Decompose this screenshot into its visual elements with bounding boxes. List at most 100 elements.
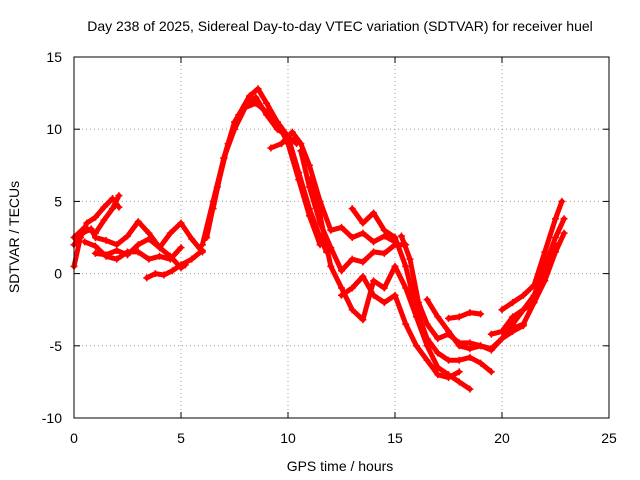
y-axis-title: SDTVAR / TECUs (6, 181, 22, 293)
data-point (91, 249, 99, 257)
data-point (348, 284, 356, 292)
data-point (338, 284, 345, 292)
data-point (391, 291, 399, 299)
data-point (445, 327, 452, 335)
data-point (509, 298, 517, 306)
data-point (297, 147, 305, 155)
data-point (560, 229, 568, 237)
data-point (100, 216, 108, 224)
data-point (267, 144, 275, 152)
data-point (91, 242, 99, 250)
data-point (519, 306, 527, 314)
data-point (359, 316, 367, 324)
y-tick-label: 5 (54, 193, 62, 209)
data-point (455, 378, 463, 386)
data-point (115, 203, 123, 211)
data-point (134, 218, 142, 226)
data-point (434, 349, 442, 357)
data-point (519, 320, 527, 328)
data-point (241, 101, 249, 109)
data-point (380, 298, 388, 306)
series-track-9 (210, 94, 300, 212)
data-point (415, 298, 423, 306)
data-point (530, 298, 538, 306)
data-point (359, 272, 367, 280)
data-point (177, 244, 185, 252)
data-point (156, 244, 164, 252)
data-point (273, 125, 281, 133)
y-tick-label: -5 (50, 338, 63, 354)
data-point (498, 327, 506, 335)
data-point (134, 241, 142, 249)
data-point (284, 140, 292, 148)
data-point (477, 359, 485, 367)
data-point (558, 197, 566, 205)
data-point (145, 235, 153, 243)
data-point (370, 209, 378, 217)
data-point (370, 238, 378, 246)
data-point (102, 251, 110, 259)
data-point (487, 346, 495, 354)
data-point (380, 249, 388, 257)
data-point (509, 313, 517, 321)
x-tick-label: 0 (70, 430, 78, 446)
data-point (316, 241, 324, 249)
series-track-12 (306, 177, 473, 392)
data-point (231, 118, 238, 126)
chart-title: Day 238 of 2025, Sidereal Day-to-day VTE… (87, 18, 593, 34)
data-point (560, 215, 568, 223)
data-point (359, 219, 367, 227)
x-axis-title: GPS time / hours (287, 458, 394, 474)
data-point (87, 225, 95, 233)
data-point (209, 205, 217, 213)
data-point (327, 262, 335, 270)
data-point (124, 232, 131, 240)
y-tick-label: 0 (54, 266, 62, 282)
data-point (91, 234, 99, 241)
data-point (134, 248, 142, 256)
plot-frame (73, 56, 610, 419)
data-point (188, 235, 196, 243)
data-point (124, 251, 131, 259)
data-point (477, 310, 485, 318)
data-point (370, 277, 378, 285)
data-point (254, 85, 262, 93)
data-point (263, 99, 271, 107)
data-point (509, 324, 517, 332)
data-point (102, 236, 110, 244)
y-tick-label: 10 (46, 121, 62, 137)
data-point (445, 314, 452, 322)
data-point (348, 306, 356, 314)
data-point (402, 320, 410, 328)
data-point (79, 229, 87, 237)
data-point (487, 368, 495, 376)
data-point (166, 255, 174, 263)
data-point (338, 223, 345, 231)
data-point (423, 320, 431, 328)
data-point (380, 226, 388, 234)
data-point (203, 234, 211, 241)
data-point (160, 271, 168, 279)
y-tick-label: -10 (42, 410, 62, 426)
data-point (143, 274, 151, 282)
data-point (423, 356, 431, 364)
data-point (177, 219, 185, 227)
x-tick-label: 15 (387, 430, 403, 446)
data-point (455, 342, 463, 350)
data-point (434, 335, 442, 343)
data-point (466, 353, 474, 361)
data-point (151, 270, 159, 278)
data-point (402, 284, 410, 292)
data-point (113, 255, 121, 263)
data-point (245, 92, 253, 100)
data-point (109, 205, 117, 213)
data-point (434, 371, 442, 379)
data-point (370, 248, 378, 256)
data-point (115, 192, 123, 200)
data-point (412, 342, 420, 350)
data-point (297, 140, 305, 148)
data-point (220, 154, 228, 162)
data-point (168, 267, 176, 275)
series-layer (70, 85, 568, 393)
data-point (348, 205, 356, 213)
